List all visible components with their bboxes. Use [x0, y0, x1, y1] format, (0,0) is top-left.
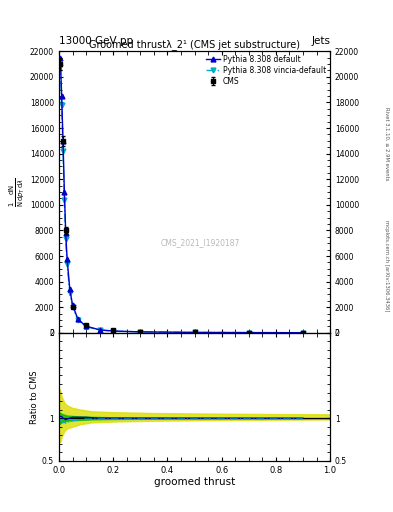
Pythia 8.308 default — [246, 330, 251, 336]
Text: 13000 GeV pp: 13000 GeV pp — [59, 36, 133, 46]
Text: Jets: Jets — [311, 36, 330, 46]
Pythia 8.308 vincia-default — [192, 329, 197, 335]
Legend: Pythia 8.308 default, Pythia 8.308 vincia-default, CMS: Pythia 8.308 default, Pythia 8.308 vinci… — [205, 53, 328, 88]
Pythia 8.308 vincia-default — [111, 328, 116, 334]
X-axis label: groomed thrust: groomed thrust — [154, 477, 235, 487]
Title: Groomed thrustλ_2¹ (CMS jet substructure): Groomed thrustλ_2¹ (CMS jet substructure… — [89, 39, 300, 50]
Pythia 8.308 vincia-default — [62, 197, 67, 203]
Pythia 8.308 vincia-default — [70, 304, 75, 310]
Pythia 8.308 vincia-default — [301, 330, 305, 336]
Pythia 8.308 vincia-default — [58, 63, 62, 70]
Pythia 8.308 default — [58, 55, 62, 61]
Pythia 8.308 vincia-default — [63, 237, 68, 243]
Pythia 8.308 vincia-default — [246, 330, 251, 336]
Pythia 8.308 vincia-default — [138, 329, 143, 335]
Line: Pythia 8.308 default: Pythia 8.308 default — [58, 55, 305, 335]
Pythia 8.308 vincia-default — [59, 102, 64, 108]
Pythia 8.308 vincia-default — [75, 317, 80, 323]
Pythia 8.308 default — [61, 138, 65, 144]
Pythia 8.308 default — [63, 230, 68, 236]
Pythia 8.308 default — [70, 302, 75, 308]
Pythia 8.308 default — [68, 286, 72, 292]
Pythia 8.308 default — [138, 329, 143, 335]
Pythia 8.308 vincia-default — [97, 327, 102, 333]
Pythia 8.308 vincia-default — [65, 261, 70, 267]
Pythia 8.308 default — [192, 329, 197, 335]
Pythia 8.308 default — [75, 316, 80, 323]
Y-axis label: $\frac{1}{\mathrm{N}}\frac{\mathrm{d}\mathrm{N}}{\mathrm{d}p_T\,\mathrm{d}\lambd: $\frac{1}{\mathrm{N}}\frac{\mathrm{d}\ma… — [8, 177, 27, 207]
Y-axis label: Ratio to CMS: Ratio to CMS — [30, 370, 39, 423]
Pythia 8.308 default — [65, 255, 70, 262]
Pythia 8.308 default — [59, 93, 64, 99]
Pythia 8.308 default — [62, 189, 67, 195]
Pythia 8.308 default — [84, 323, 88, 329]
Pythia 8.308 vincia-default — [61, 148, 65, 154]
Text: mcplots.cern.ch [arXiv:1306.3436]: mcplots.cern.ch [arXiv:1306.3436] — [384, 221, 389, 312]
Pythia 8.308 default — [111, 328, 116, 334]
Pythia 8.308 vincia-default — [84, 324, 88, 330]
Pythia 8.308 default — [97, 327, 102, 333]
Pythia 8.308 default — [301, 330, 305, 336]
Line: Pythia 8.308 vincia-default: Pythia 8.308 vincia-default — [58, 64, 305, 335]
Pythia 8.308 vincia-default — [68, 290, 72, 296]
Text: CMS_2021_I1920187: CMS_2021_I1920187 — [160, 238, 240, 247]
Text: Rivet 3.1.10, ≥ 2.9M events: Rivet 3.1.10, ≥ 2.9M events — [384, 106, 389, 180]
